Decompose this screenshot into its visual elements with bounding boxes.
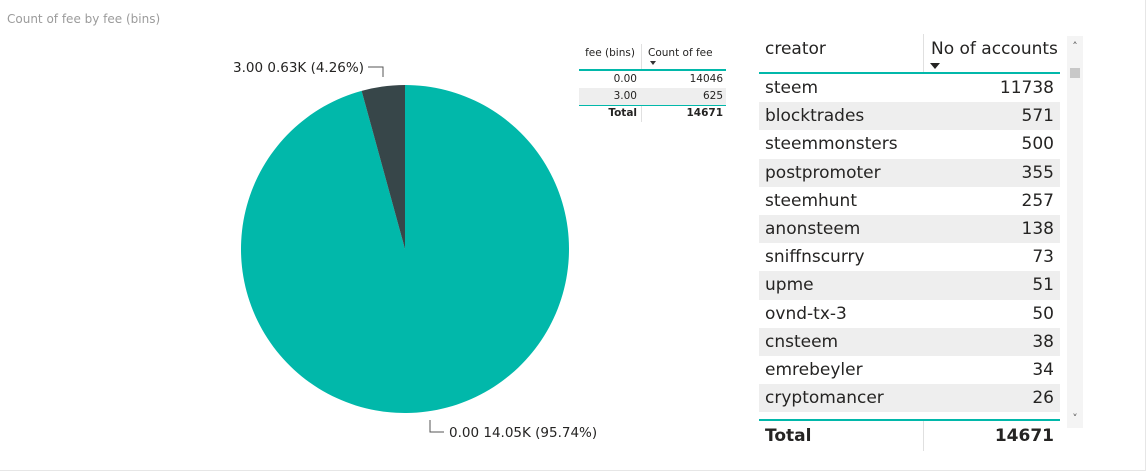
accounts-cell: 11738 [999,78,1054,98]
table-row[interactable]: 3.00 625 [579,88,726,105]
fee-table-total-row: Total 14671 [579,105,726,122]
table-row[interactable]: 0.00 14046 [579,71,726,88]
creator-cell: cnsteem [765,331,839,352]
table-scrollbar[interactable]: ˄ ˅ [1067,36,1083,428]
no-of-accounts-header-label: No of accounts [931,39,1058,59]
creator-cell: blocktrades [765,106,865,127]
creator-cell: cryptomancer [765,388,884,409]
table-row[interactable]: steemmonsters 500 [759,130,1060,158]
pie-chart[interactable]: 3.00 0.63K (4.26%) 0.00 14.05K (95.74%) [0,0,760,471]
creator-table-total-row: Total 14671 [759,419,1060,451]
count-of-fee-header-label: Count of fee [648,47,713,59]
accounts-cell: 26 [1032,388,1054,409]
pie-slice-3-00[interactable] [361,85,405,249]
creator-cell: steem [765,78,819,98]
table-row[interactable]: blocktrades 571 [759,102,1060,131]
table-row[interactable]: emrebeyler 34 [759,356,1060,384]
fee-total-label: Total [608,107,637,119]
accounts-cell: 138 [1021,218,1054,239]
creator-cell: upme [765,275,814,296]
chart-title: Count of fee by fee (bins) [7,12,161,26]
scrollbar-thumb[interactable] [1070,68,1080,78]
accounts-cell: 50 [1032,303,1054,324]
accounts-cell: 500 [1021,134,1054,155]
count-of-fee-column-header[interactable]: Count of fee [641,44,726,69]
accounts-cell: 34 [1032,359,1054,380]
creator-cell: anonsteem [765,218,861,239]
accounts-cell: 571 [1021,106,1054,127]
creator-cell: steemhunt [765,190,857,211]
leader-line-0-00 [429,420,444,433]
accounts-cell: 73 [1032,247,1054,268]
table-row[interactable]: upme 51 [759,271,1060,300]
creator-table: creator No of accounts steem 11738 blockt… [759,34,1060,413]
table-row[interactable]: cnsteem 38 [759,327,1060,356]
fee-table: fee (bins) Count of fee 0.00 14046 3.00 … [579,44,726,122]
chevron-down-icon[interactable]: ˅ [1072,412,1078,425]
fee-bin-cell: 0.00 [613,73,637,85]
chevron-up-icon[interactable]: ˄ [1072,40,1078,53]
pie-label-3-00: 3.00 0.63K (4.26%) [233,60,364,76]
accounts-cell: 257 [1021,190,1054,211]
creator-total-label: Total [765,426,812,446]
pie-label-0-00: 0.00 14.05K (95.74%) [449,425,597,441]
creator-cell: postpromoter [765,162,881,183]
creator-table-header: creator No of accounts [759,34,1060,74]
creator-cell: emrebeyler [765,359,863,380]
table-row[interactable]: cryptomancer 26 [759,384,1060,413]
fee-bin-cell: 3.00 [613,90,637,102]
table-row[interactable]: steem 11738 [759,74,1060,102]
table-row[interactable]: sniffnscurry 73 [759,243,1060,271]
fee-bins-column-header[interactable]: fee (bins) [585,47,635,59]
table-row[interactable]: ovnd-tx-3 50 [759,300,1060,328]
creator-cell: sniffnscurry [765,247,865,268]
leader-line-3-00 [368,66,384,77]
creator-total-value: 14671 [923,421,1060,451]
table-row[interactable]: postpromoter 355 [759,158,1060,187]
table-row[interactable]: steemhunt 257 [759,187,1060,215]
fee-total-value: 14671 [641,106,726,122]
accounts-cell: 38 [1032,331,1054,352]
accounts-cell: 355 [1021,162,1054,183]
sort-descending-icon [930,63,940,69]
pie-slice-0-00[interactable] [240,85,569,413]
sort-descending-icon [650,61,656,65]
table-row[interactable]: anonsteem 138 [759,214,1060,244]
fee-count-cell: 625 [702,90,723,102]
fee-count-cell: 14046 [689,73,723,85]
no-of-accounts-column-header[interactable]: No of accounts [923,34,1060,72]
accounts-cell: 51 [1032,275,1054,296]
creator-cell: ovnd-tx-3 [765,303,847,324]
fee-table-header: fee (bins) Count of fee [579,44,726,71]
creator-column-header[interactable]: creator [765,39,826,59]
creator-cell: steemmonsters [765,134,898,155]
